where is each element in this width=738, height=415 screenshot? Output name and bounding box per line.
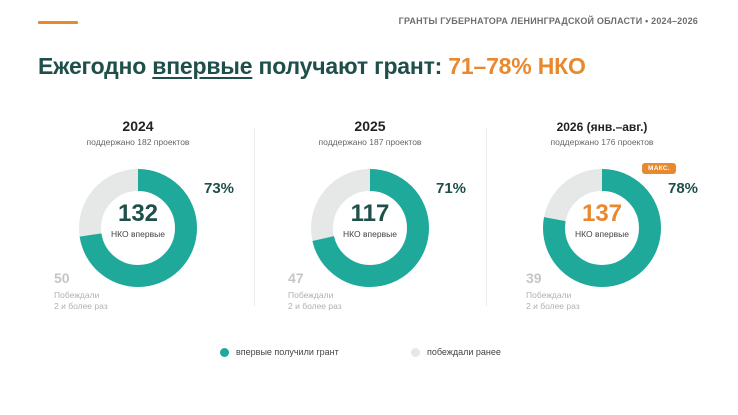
legend-swatch — [411, 347, 420, 357]
donut-slice-first-time — [79, 169, 197, 287]
first-time-caption: НКО впервые — [111, 229, 165, 239]
first-time-percent: 78% — [668, 180, 699, 197]
repeat-caption-line-1: Побеждали — [526, 290, 572, 300]
accent-line — [38, 21, 78, 24]
repeat-caption-line-1: Побеждали — [54, 290, 100, 300]
year-label: 2025 — [354, 118, 386, 134]
supported-projects-label: поддержано 176 проектов — [550, 137, 654, 147]
chart-column-2024: 2024 поддержано 182 проектов 132 НКО впе… — [22, 112, 254, 327]
column-divider — [486, 128, 487, 306]
year-label: 2026 (янв.–авг.) — [556, 120, 648, 134]
donut-slice-first-time — [543, 169, 661, 287]
repeat-caption: Побеждали 2 и более раз — [288, 290, 368, 311]
repeat-caption-line-2: 2 и более раз — [54, 300, 108, 311]
repeat-caption: Побеждали 2 и более раз — [54, 290, 134, 311]
title-underlined: впервые — [152, 53, 253, 79]
repeat-count: 39 — [526, 270, 542, 286]
donut-chart — [311, 169, 429, 287]
repeat-caption: Побеждали 2 и более раз — [526, 290, 606, 311]
donut-chart — [79, 169, 197, 287]
repeat-count: 47 — [288, 270, 304, 286]
repeat-count: 50 — [54, 270, 70, 286]
first-time-caption: НКО впервые — [343, 229, 397, 239]
column-divider — [254, 128, 255, 306]
donut-chart — [543, 169, 661, 287]
chart-legend: впервые получили грант побеждали ранее — [0, 347, 738, 361]
title-part-2: получают грант: — [252, 53, 449, 79]
title-part-1: Ежегодно — [38, 53, 153, 79]
legend-item-before: побеждали ранее — [411, 347, 501, 357]
first-time-percent: 71% — [436, 180, 467, 197]
repeat-caption-line-2: 2 и более раз — [288, 300, 342, 311]
page-title: Ежегодно впервые получают грант: 71–78% … — [38, 53, 586, 80]
repeat-caption-line-1: Побеждали — [288, 290, 334, 300]
legend-swatch — [220, 347, 229, 357]
first-time-percent: 73% — [204, 180, 235, 197]
legend-label: впервые получили грант — [236, 347, 339, 357]
year-label: 2024 — [122, 118, 154, 134]
first-time-caption: НКО впервые — [575, 229, 629, 239]
title-highlight: 71–78% НКО — [448, 53, 586, 79]
first-time-count: 132 — [117, 200, 159, 227]
chart-column-2025: 2025 поддержано 187 проектов 117 НКО впе… — [254, 112, 486, 327]
header-label: ГРАНТЫ ГУБЕРНАТОРА ЛЕНИНГРАДСКОЙ ОБЛАСТИ… — [398, 16, 698, 26]
chart-column-2026: 2026 (янв.–авг.) поддержано 176 проектов… — [486, 112, 718, 327]
donut-slice-first-time — [311, 169, 429, 287]
max-badge: МАКС. — [642, 163, 676, 174]
first-time-count: 117 — [350, 200, 390, 227]
supported-projects-label: поддержано 182 проектов — [86, 137, 190, 147]
legend-label: побеждали ранее — [427, 347, 501, 357]
first-time-count: 137 — [581, 200, 623, 227]
repeat-caption-line-2: 2 и более раз — [526, 300, 580, 311]
legend-item-first-time: впервые получили грант — [220, 347, 339, 357]
supported-projects-label: поддержано 187 проектов — [318, 137, 422, 147]
